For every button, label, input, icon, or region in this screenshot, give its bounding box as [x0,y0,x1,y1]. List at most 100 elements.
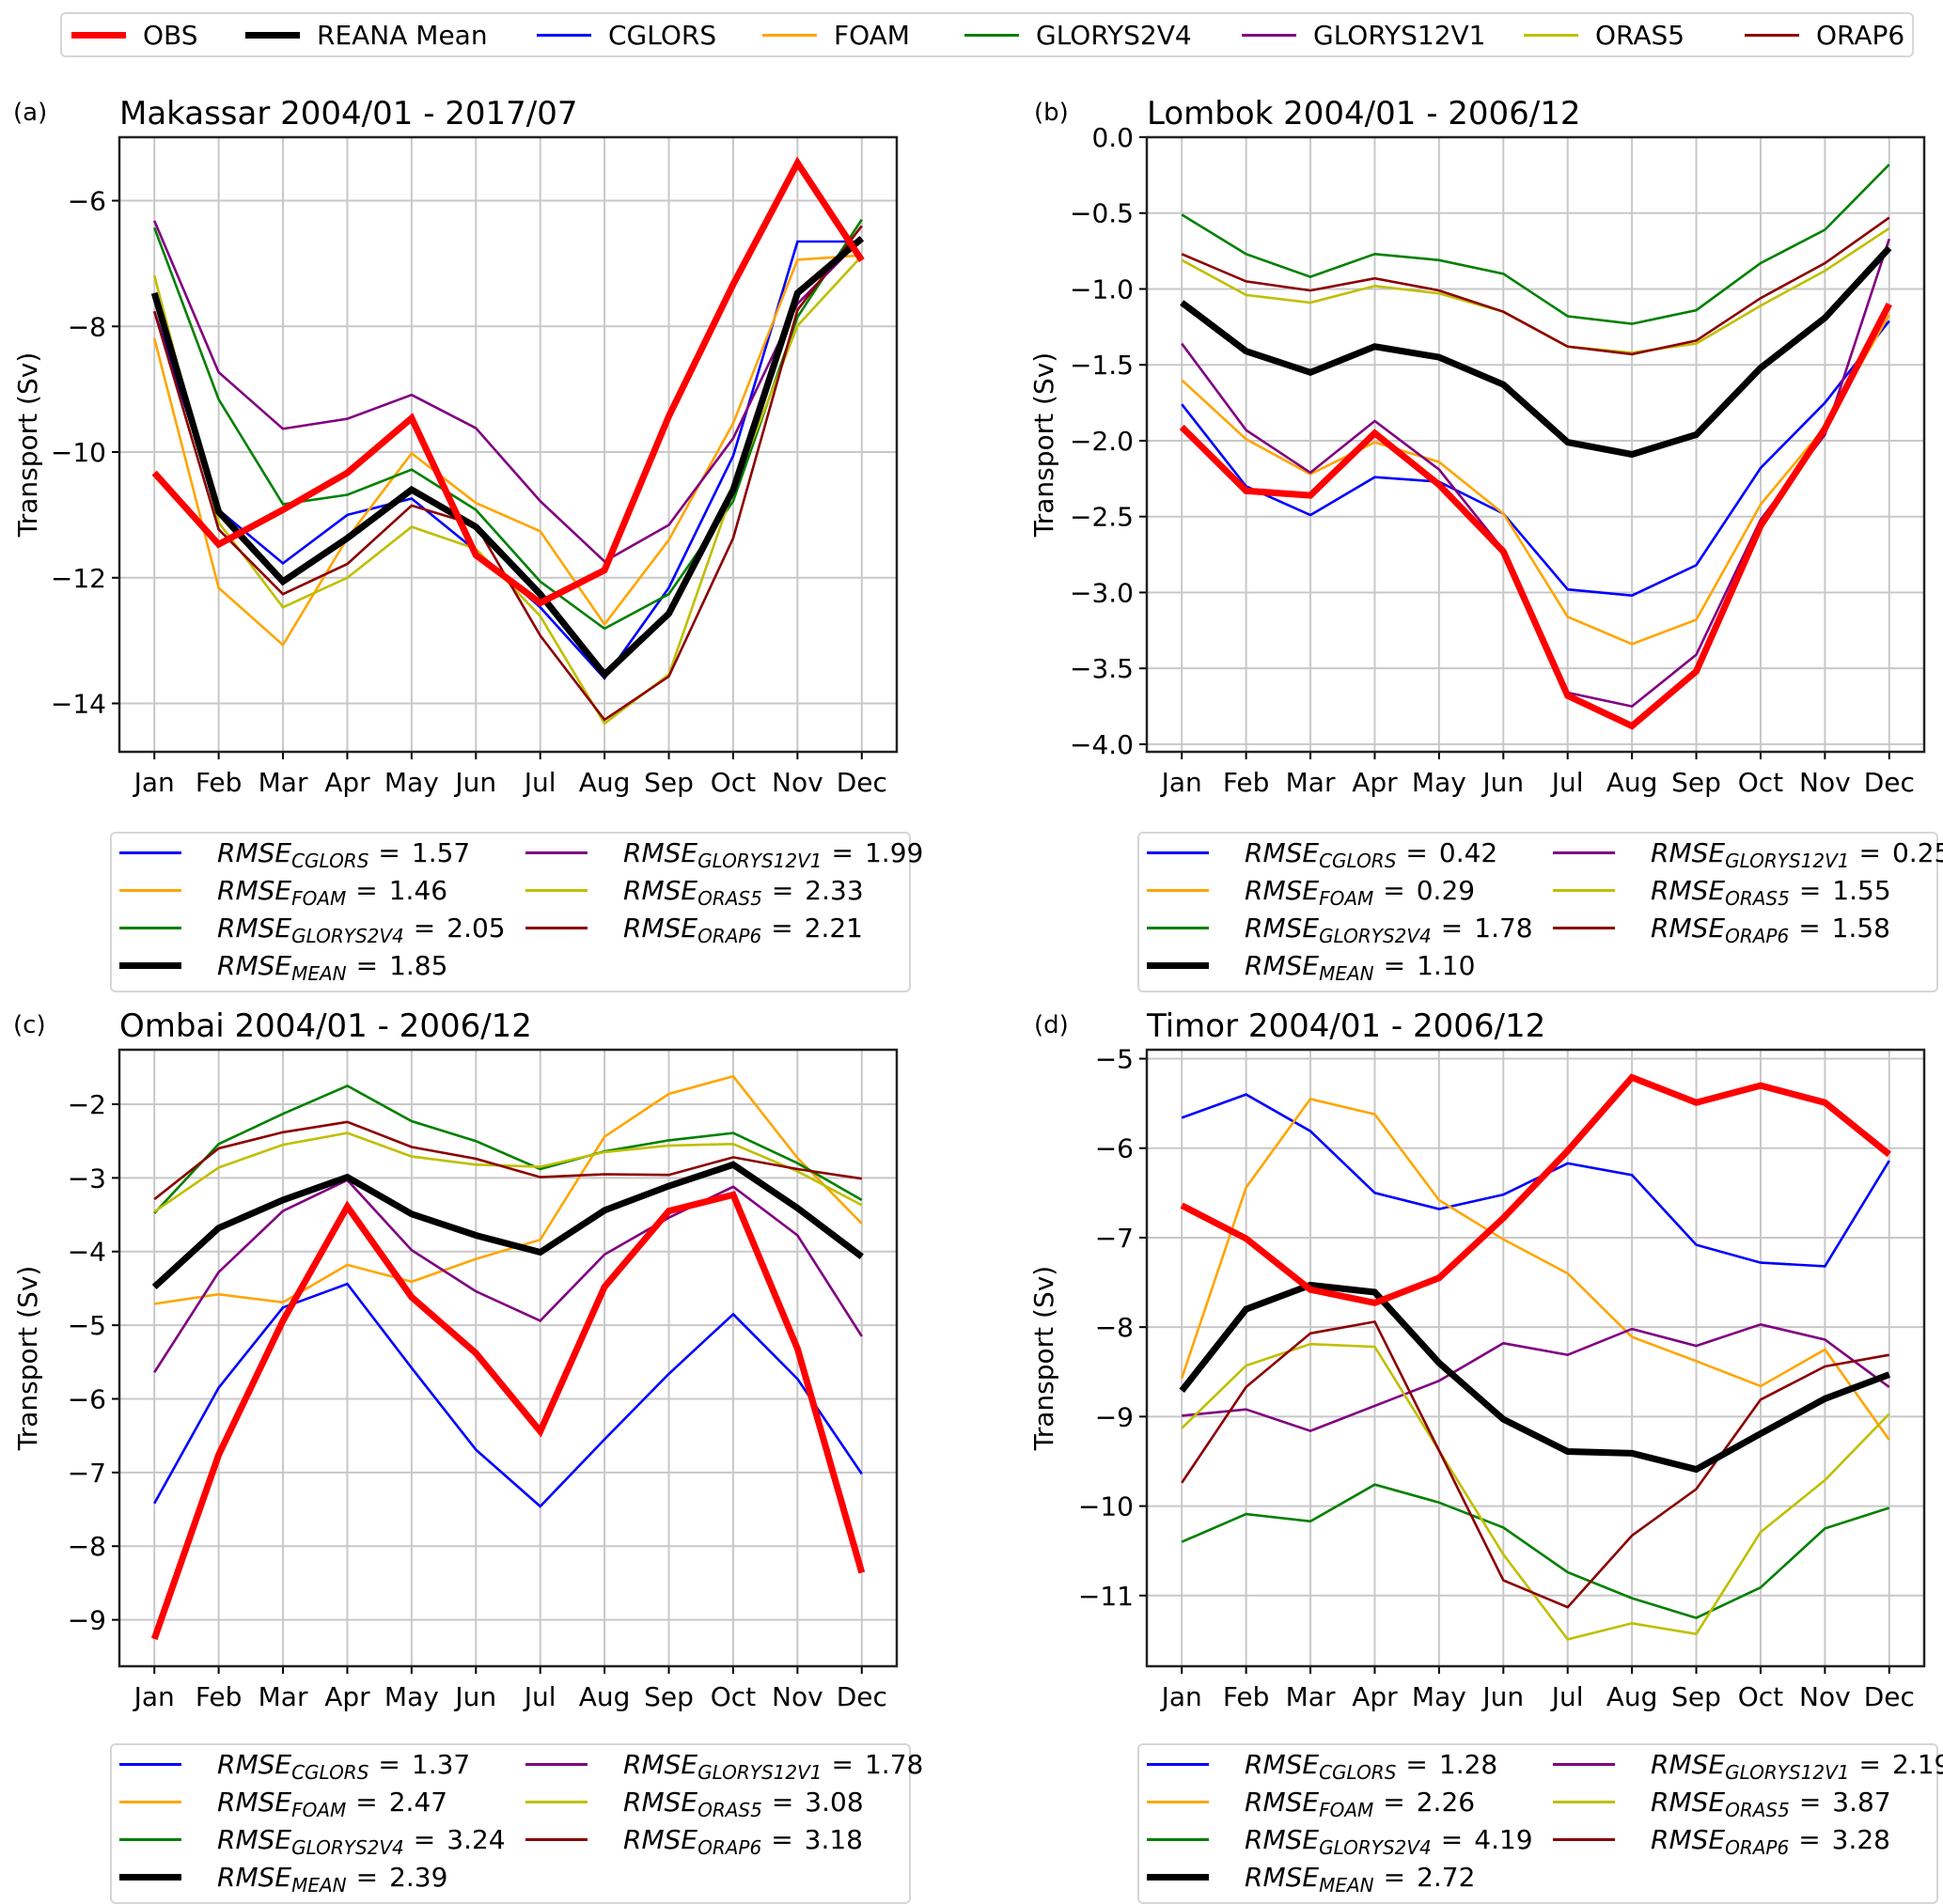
series-line-obs [1182,1078,1889,1303]
x-tick-label: Dec [1864,1681,1915,1712]
x-tick-label: Feb [196,1681,243,1712]
x-tick-label: Nov [1799,767,1851,798]
panel-label: (b) [1034,99,1069,127]
series-line-oras5 [1182,228,1889,352]
x-tick-label: Jun [1481,1681,1524,1712]
rmse-model-subscript: ORAP6 [1725,925,1789,947]
rmse-label: RMSE [1245,1824,1319,1855]
rmse-value: 1.46 [389,875,447,906]
rmse-equals: = [1383,1787,1404,1818]
y-tick-label: −5 [68,1310,106,1341]
rmse-value: 0.29 [1417,875,1475,906]
rmse-equals: = [771,1824,792,1855]
x-tick-label: Mar [1286,1681,1336,1712]
rmse-model-subscript: ORAP6 [1725,1836,1789,1859]
legend-swatch [1147,962,1209,969]
y-tick-label: 0.0 [1091,122,1134,153]
rmse-model-subscript: GLORYS2V4 [1319,925,1432,947]
y-tick-label: −3 [68,1163,106,1194]
x-tick-label: Aug [1606,1681,1658,1712]
x-tick-label: Sep [1671,1681,1721,1712]
rmse-label: RMSE [623,837,697,868]
rmse-label: RMSE [1245,1862,1319,1893]
rmse-value: 3.18 [805,1824,863,1855]
legend-swatch [1147,1801,1209,1803]
rmse-label: RMSE [1245,837,1319,868]
rmse-label: RMSE [217,875,291,906]
x-tick-label: Dec [1864,767,1915,798]
rmse-model-subscript: ORAS5 [697,887,762,910]
rmse-model-subscript: MEAN [291,962,347,985]
rmse-value: 1.58 [1832,913,1890,944]
rmse-label: RMSE [1651,1787,1725,1818]
rmse-label: RMSE [1651,1749,1725,1780]
rmse-model-subscript: GLORYS12V1 [697,850,822,872]
rmse-value: 1.85 [389,950,447,981]
x-tick-label: Jul [1550,767,1584,798]
rmse-label: RMSE [623,913,697,944]
rmse-value: 0.42 [1439,837,1497,868]
rmse-label: RMSE [1651,913,1725,944]
rmse-model-subscript: FOAM [291,887,346,910]
rmse-equals: = [1405,837,1427,868]
rmse-value: 1.10 [1417,950,1475,981]
rmse-label: RMSE [217,913,291,944]
x-tick-label: Mar [259,767,308,798]
rmse-model-subscript: GLORYS2V4 [291,925,404,947]
rmse-label: RMSE [1651,837,1725,868]
x-tick-label: Dec [837,1681,887,1712]
series-line-mean [154,1164,862,1287]
rmse-value: 1.78 [865,1749,923,1780]
y-tick-label: −6 [1095,1133,1134,1164]
legend-swatch [1553,1838,1615,1841]
x-tick-label: Jan [133,1681,175,1712]
chart-title: Ombai 2004/01 - 2006/12 [119,1007,532,1045]
rmse-equals: = [1441,913,1463,944]
rmse-value: 2.72 [1417,1862,1475,1893]
rmse-value: 2.26 [1417,1787,1475,1818]
series-line-orap6 [1182,1321,1889,1607]
rmse-value: 1.78 [1474,913,1532,944]
x-tick-label: Apr [324,1681,370,1712]
legend-swatch [525,889,588,892]
x-tick-label: Apr [324,767,370,798]
x-tick-label: Aug [579,767,631,798]
legend-swatch [119,1801,181,1803]
legend-swatch [1553,927,1615,929]
series-line-orap6 [154,1122,862,1199]
rmse-value: 3.87 [1832,1787,1890,1818]
legend-swatch [525,1763,588,1766]
y-tick-label: −10 [1078,1491,1134,1522]
x-tick-label: Sep [1671,767,1721,798]
rmse-equals: = [378,1749,400,1780]
y-tick-label: −9 [1095,1401,1134,1432]
rmse-equals: = [1384,1862,1405,1893]
axes-frame [119,137,897,752]
rmse-value: 4.19 [1474,1824,1532,1855]
rmse-equals: = [1799,875,1821,906]
rmse-label: RMSE [1245,950,1319,981]
rmse-equals: = [1798,913,1820,944]
rmse-model-subscript: CGLORS [291,850,368,872]
x-tick-label: Jan [133,767,175,798]
x-tick-label: Jul [523,767,556,798]
rmse-model-subscript: CGLORS [1319,850,1396,872]
x-tick-label: Mar [1286,767,1336,798]
x-tick-label: Dec [837,767,887,798]
legend-swatch [1147,1763,1209,1766]
x-tick-label: Jan [1160,767,1202,798]
legend-swatch [119,1874,181,1881]
panel-label: (a) [13,99,47,127]
